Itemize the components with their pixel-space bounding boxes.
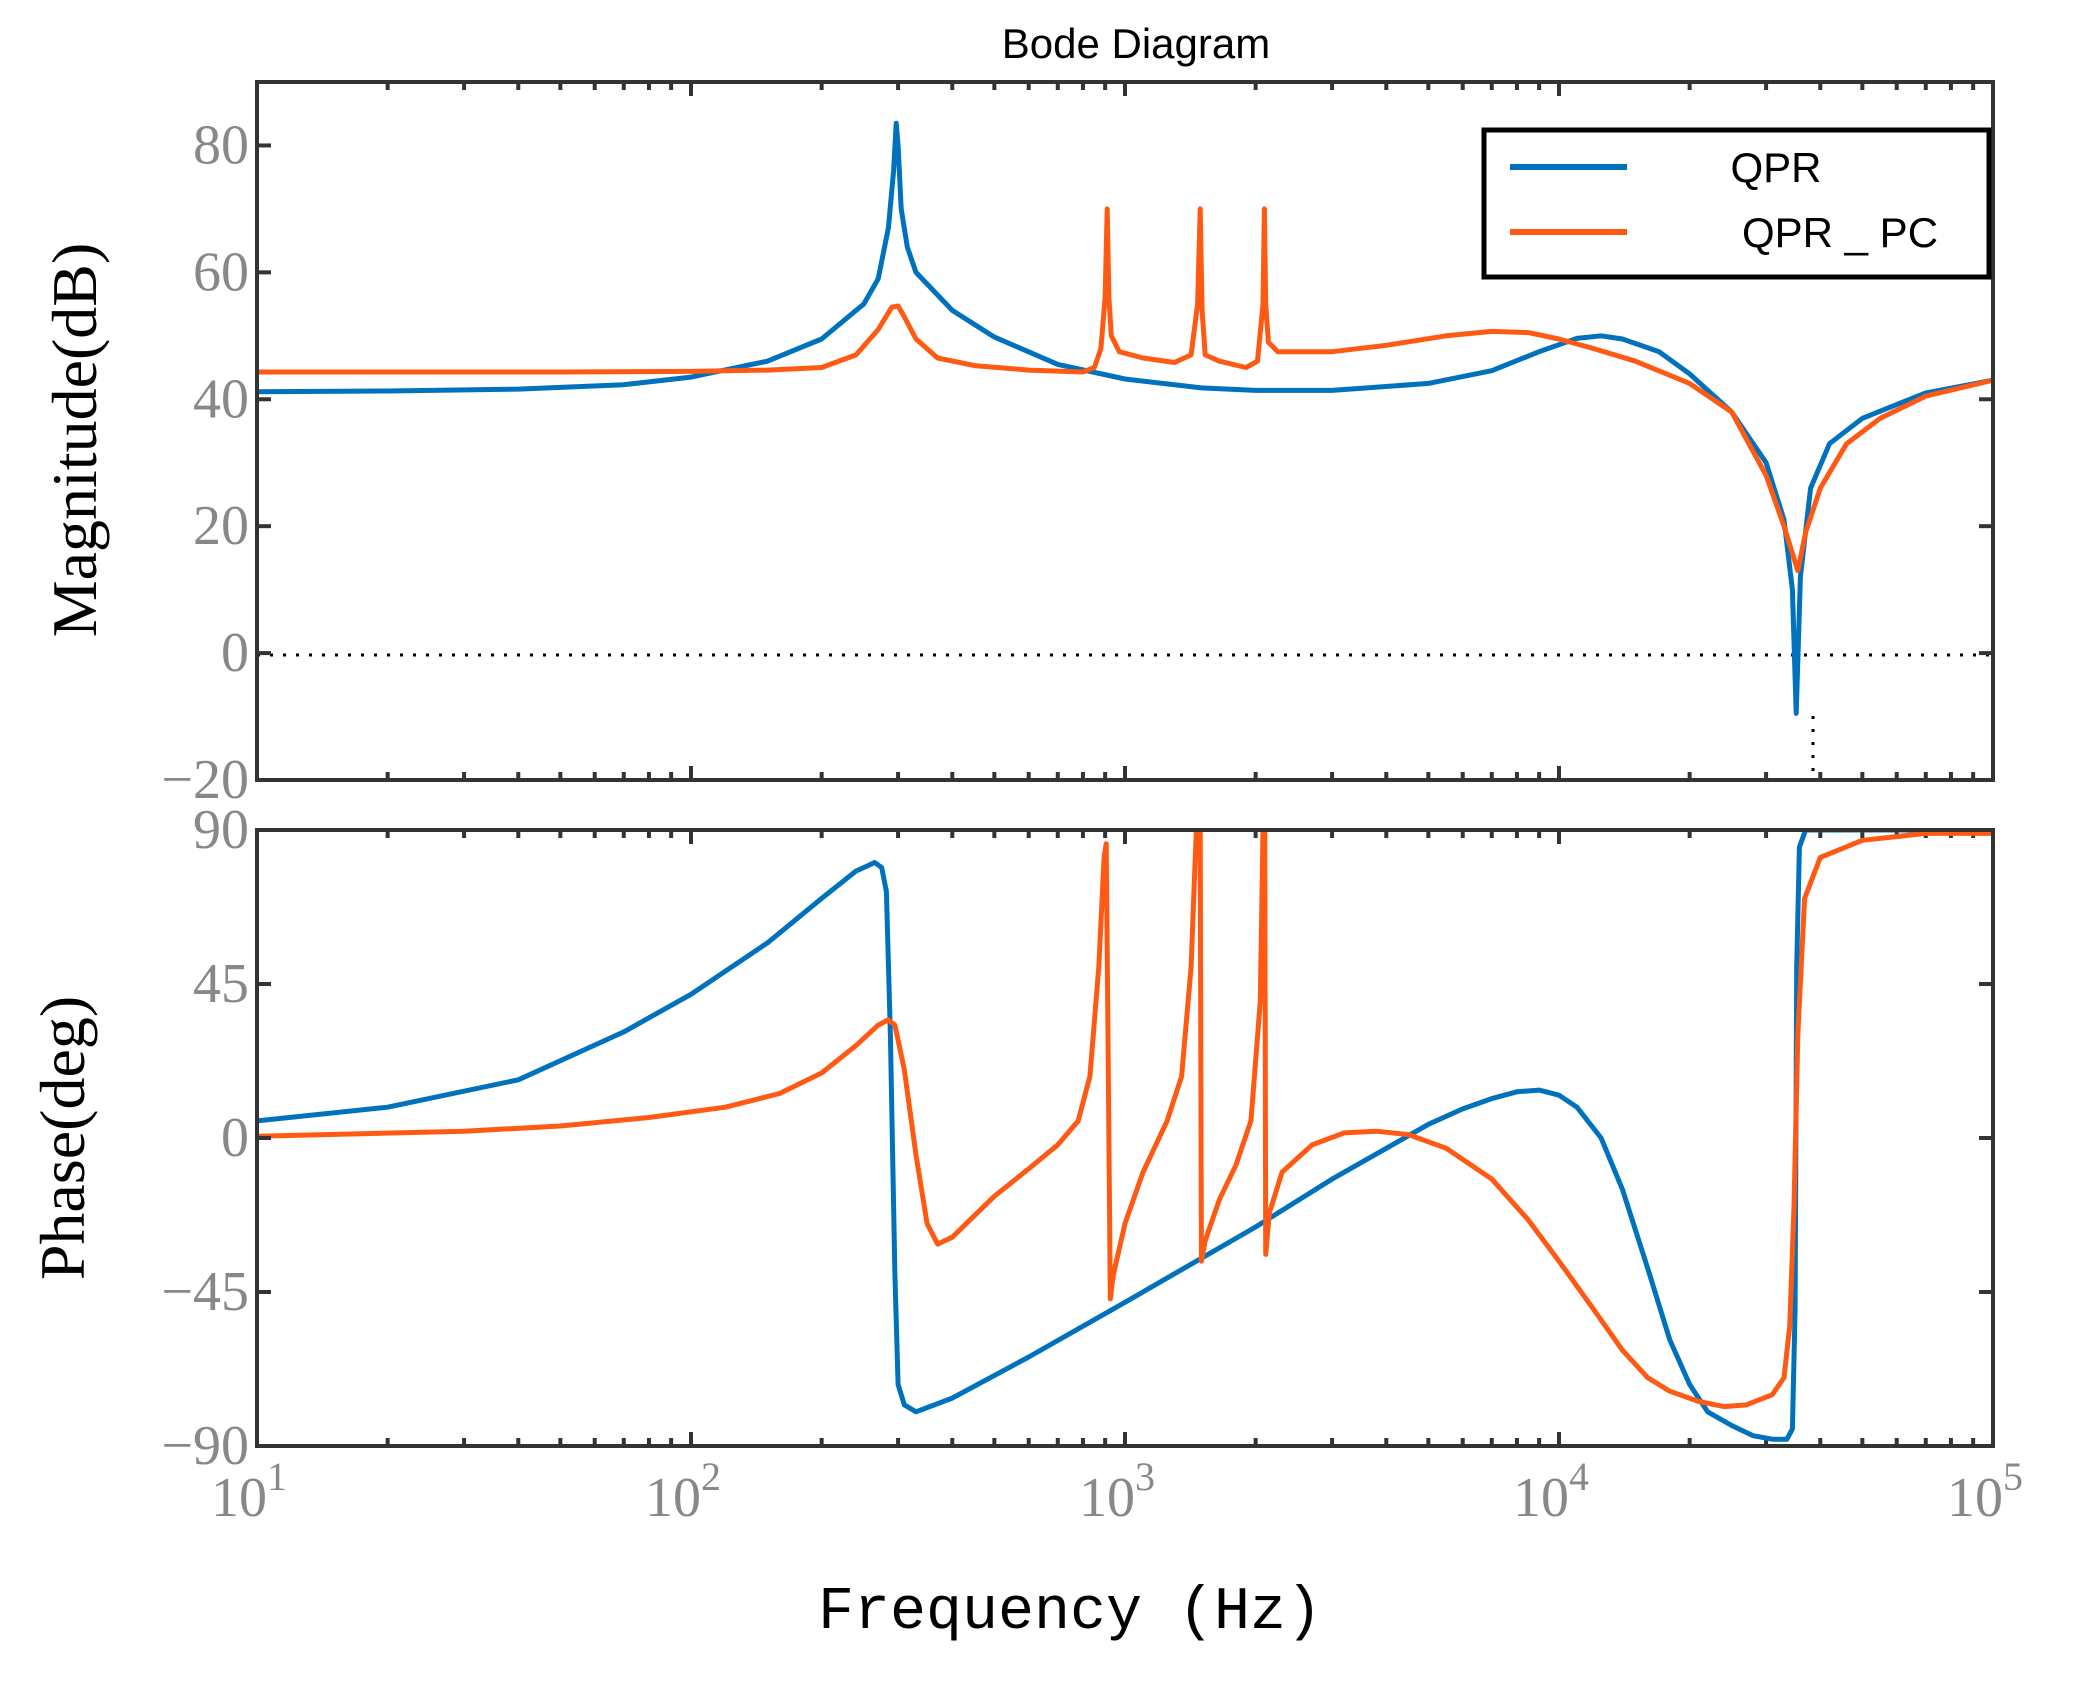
phase-y-ticks: 90 45 0 −45 −90: [161, 799, 1993, 1477]
series-line-qpr-magnitude: [257, 120, 1993, 716]
legend-box: [1481, 127, 1992, 280]
phase-x-minor-ticks: [255, 830, 1976, 1446]
magnitude-subplot: 80 60 40 20 0 −20 Magnitude(dB): [39, 80, 1995, 811]
y-tick-label: 90: [193, 799, 249, 861]
y-tick-label: −20: [161, 749, 249, 811]
y-tick-label: 80: [193, 114, 249, 176]
legend: QPR QPR _ PC: [1481, 127, 1992, 280]
y-tick-label: 45: [193, 953, 249, 1015]
magnitude-y-ticks: 80 60 40 20 0 −20: [161, 114, 1993, 811]
phase-subplot: 90 45 0 −45 −90 Phase(deg): [27, 799, 1995, 1477]
series-line-qpr-pc-phase: [257, 830, 1993, 1410]
chart-title: Bode Diagram: [1002, 20, 1270, 67]
phase-axes-frame: [255, 828, 1995, 1448]
x-tick-label: 102: [645, 1454, 721, 1529]
x-tick-label: 104: [1513, 1454, 1589, 1529]
x-tick-label: 103: [1079, 1454, 1155, 1529]
magnitude-series: [257, 120, 1993, 716]
y-tick-label: 20: [193, 495, 249, 557]
x-axis-label: Frequency (Hz): [818, 1579, 1322, 1647]
x-tick-label: 105: [1947, 1454, 2023, 1529]
phase-ylabel: Phase(deg): [27, 996, 98, 1280]
x-tick-label: 101: [211, 1454, 287, 1529]
magnitude-ylabel: Magnitude(dB): [39, 243, 110, 638]
x-tick-labels: 101 102 103 104 105: [211, 1454, 2023, 1529]
legend-label-qpr: QPR: [1730, 144, 1821, 191]
y-tick-label: 60: [193, 241, 249, 303]
series-line-qpr-phase: [257, 830, 1993, 1442]
y-tick-label: 0: [221, 1107, 249, 1169]
y-tick-label: 0: [221, 622, 249, 684]
legend-label-qpr-pc: QPR _ PC: [1742, 209, 1938, 256]
phase-series: [257, 830, 1993, 1442]
series-line-qpr-pc-magnitude: [257, 206, 1993, 574]
y-tick-label: −90: [161, 1415, 249, 1477]
magnitude-axes-frame: [255, 80, 1995, 782]
y-tick-label: 40: [193, 368, 249, 430]
y-tick-label: −45: [161, 1261, 249, 1323]
